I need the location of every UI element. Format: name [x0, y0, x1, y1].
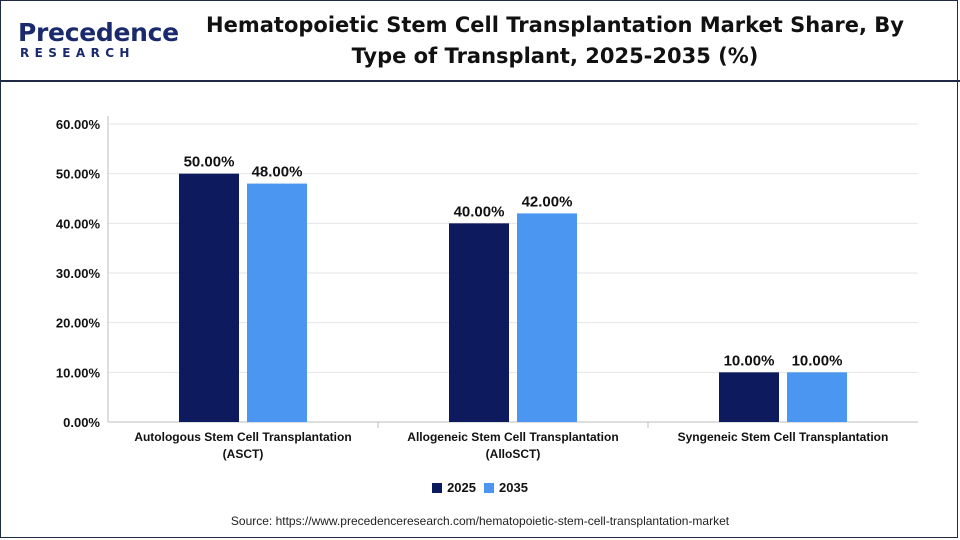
y-tick-label: 30.00% [56, 266, 101, 281]
legend-label: 2025 [447, 480, 476, 495]
bar-2025-2 [719, 372, 779, 422]
legend-item-2035: 2035 [484, 480, 528, 495]
y-tick-label: 0.00% [63, 415, 100, 430]
legend-swatch [432, 482, 443, 493]
y-tick-label: 60.00% [56, 117, 101, 132]
bar-chart: 0.00% 10.00% 20.00% 30.00% 40.00% 50.00% 60.00… [56, 116, 918, 461]
data-label: 10.00% [792, 352, 843, 369]
legend-swatch [484, 482, 494, 493]
brand-logo: Precedence RESEARCH [18, 18, 179, 66]
data-label: 50.00% [184, 154, 235, 171]
bar-2035-2 [787, 372, 847, 422]
bar-2035-1 [517, 213, 577, 422]
x-tick-label: Syngeneic Stem Cell Transplantation [678, 430, 889, 444]
header: Precedence RESEARCH Hematopoietic Stem C… [0, 0, 960, 82]
y-tick-label: 10.00% [56, 365, 101, 380]
data-label: 48.00% [252, 164, 303, 181]
source-note: Source: https://www.precedenceresearch.c… [230, 514, 730, 528]
bar-2025-1 [449, 223, 509, 422]
logo-name-top: Precedence [18, 18, 179, 47]
chart-title-line-2: Type of Transplant, 2025-2035 (%) [351, 44, 759, 68]
data-label: 42.00% [522, 193, 573, 210]
y-tick-label: 50.00% [56, 167, 101, 182]
bar-2025-0 [179, 173, 239, 422]
y-tick-label: 40.00% [56, 216, 101, 231]
x-tick-label: (AlloSCT) [486, 447, 541, 461]
legend-label: 2035 [499, 480, 528, 495]
logo-name-bottom: RESEARCH [20, 46, 135, 60]
y-tick-label: 20.00% [56, 316, 101, 331]
data-label: 10.00% [724, 352, 775, 369]
chart-title: Hematopoietic Stem Cell Transplantation … [170, 10, 940, 72]
x-tick-label: Allogeneic Stem Cell Transplantation [407, 430, 618, 444]
chart-legend: 2025 2035 [0, 480, 960, 496]
bar-2035-0 [247, 183, 307, 422]
x-tick-label: (ASCT) [223, 447, 264, 461]
legend-item-2025: 2025 [432, 480, 476, 495]
x-tick-label: Autologous Stem Cell Transplantation [134, 430, 351, 444]
data-label: 40.00% [454, 203, 505, 220]
chart-title-line-1: Hematopoietic Stem Cell Transplantation … [206, 13, 904, 37]
